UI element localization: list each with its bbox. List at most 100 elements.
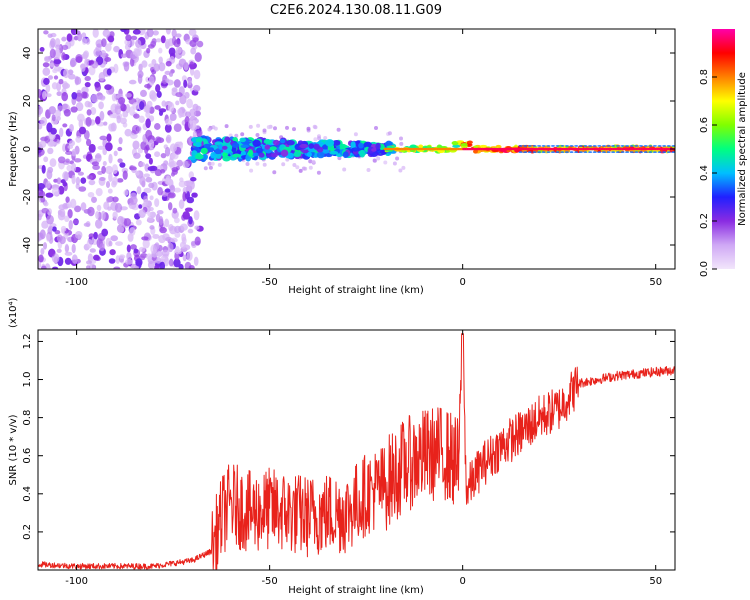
heatmap-cell <box>158 56 163 64</box>
heatmap-cell <box>105 142 113 152</box>
y-tick-label: 0.2 <box>22 524 33 540</box>
heatmap-cell <box>273 126 277 131</box>
heatmap-cell <box>81 37 87 45</box>
heatmap-cell <box>40 116 48 126</box>
heatmap-cell <box>59 127 64 138</box>
heatmap-cell <box>214 148 222 155</box>
heatmap-cell <box>38 260 42 269</box>
heatmap-cell <box>91 161 99 167</box>
heatmap-cell <box>387 131 392 136</box>
heatmap-cell <box>123 189 129 196</box>
spectrogram-x-ticks: -100 -50 0 50 <box>65 29 662 288</box>
heatmap-cell <box>144 83 152 89</box>
heatmap-cell <box>120 53 128 58</box>
heatmap-cell <box>140 89 147 98</box>
heatmap-cell <box>42 90 47 100</box>
heatmap-cell <box>560 151 565 153</box>
heatmap-cell <box>86 265 91 269</box>
snr-y-label: SNR (10 * v/v) <box>8 414 19 485</box>
heatmap-cell <box>83 208 92 214</box>
heatmap-cell <box>49 158 57 168</box>
heatmap-cell <box>56 91 62 97</box>
heatmap-cell <box>564 151 569 153</box>
heatmap-cell <box>107 35 115 43</box>
heatmap-cell <box>86 260 92 265</box>
heatmap-cell <box>148 206 154 212</box>
heatmap-cell <box>165 134 172 144</box>
heatmap-cell <box>46 233 51 242</box>
heatmap-cell <box>113 150 118 157</box>
heatmap-cell <box>62 143 67 152</box>
heatmap-cell <box>83 222 91 227</box>
heatmap-cell <box>58 78 64 85</box>
heatmap-cell <box>154 198 160 208</box>
heatmap-cell <box>555 151 560 153</box>
heatmap-cell <box>63 68 70 79</box>
heatmap-cell <box>189 108 197 118</box>
heatmap-cell <box>183 79 188 88</box>
snr-x-ticks: -100 -50 0 50 <box>65 330 662 587</box>
heatmap-cell <box>671 145 675 147</box>
heatmap-cell <box>195 142 202 148</box>
heatmap-cell <box>418 144 424 149</box>
heatmap-cell <box>93 231 98 240</box>
heatmap-cell <box>164 256 170 267</box>
heatmap-cell <box>108 172 113 183</box>
heatmap-cell <box>473 145 479 149</box>
heatmap-cell <box>376 156 381 161</box>
heatmap-cell <box>171 167 179 173</box>
heatmap-cell <box>80 202 87 211</box>
heatmap-cell <box>51 187 60 196</box>
heatmap-cell <box>138 204 143 209</box>
heatmap-cell <box>115 241 123 246</box>
heatmap-cell <box>38 123 43 130</box>
heatmap-cell <box>148 139 155 150</box>
heatmap-cell <box>611 151 616 153</box>
heatmap-cell <box>195 105 202 112</box>
heatmap-cell <box>255 161 260 166</box>
heatmap-cell <box>54 48 61 58</box>
heatmap-cell <box>138 246 146 253</box>
heatmap-cell <box>86 109 92 116</box>
heatmap-cell <box>546 145 551 147</box>
heatmap-cell <box>234 133 239 138</box>
heatmap-cell <box>666 151 671 153</box>
heatmap-cell <box>95 116 101 125</box>
heatmap-cell <box>192 130 197 139</box>
heatmap-cell <box>178 180 187 188</box>
heatmap-cell <box>153 63 160 72</box>
heatmap-cell <box>94 219 103 229</box>
heatmap-cell <box>316 170 321 175</box>
heatmap-cell <box>358 150 366 156</box>
heatmap-cell <box>251 152 259 157</box>
heatmap-cell <box>62 182 68 187</box>
heatmap-cell <box>87 175 93 180</box>
heatmap-cell <box>208 165 213 170</box>
heatmap-cell <box>134 170 140 176</box>
heatmap-cell <box>91 196 97 203</box>
heatmap-cell <box>161 249 170 257</box>
heatmap-cell <box>61 44 69 51</box>
heatmap-cell <box>240 144 249 149</box>
heatmap-cell <box>130 244 137 250</box>
heatmap-cell <box>167 192 176 199</box>
heatmap-cell <box>46 122 53 133</box>
heatmap-cell <box>213 126 218 131</box>
heatmap-cell <box>130 132 138 140</box>
heatmap-cell <box>104 57 112 62</box>
heatmap-cell <box>169 112 177 122</box>
heatmap-cell <box>88 179 96 186</box>
y-tick-label: -40 <box>22 237 33 253</box>
heatmap-cell <box>145 111 151 118</box>
heatmap-cell <box>95 83 101 92</box>
heatmap-cell <box>460 143 468 147</box>
heatmap-cell <box>135 258 143 267</box>
heatmap-cell <box>648 145 653 147</box>
heatmap-cell <box>60 225 67 232</box>
heatmap-cell <box>634 151 639 153</box>
heatmap-cell <box>383 160 388 165</box>
snr-series-line <box>38 333 675 570</box>
heatmap-cell <box>141 236 149 241</box>
heatmap-cell <box>48 225 53 230</box>
heatmap-cell <box>592 151 597 153</box>
